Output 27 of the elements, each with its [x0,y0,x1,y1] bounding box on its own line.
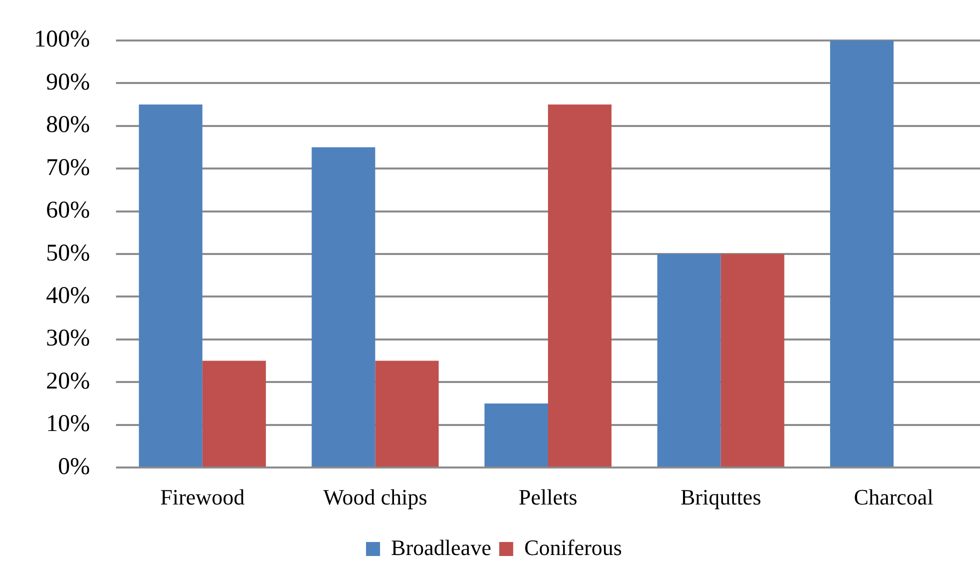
y-tick-label: 60% [46,198,90,224]
y-tick-label: 20% [46,368,90,394]
bar [484,404,548,467]
bar [375,360,439,467]
bar [720,254,784,467]
y-tick-label: 40% [46,283,90,310]
y-tick-label: 90% [46,69,90,96]
bar [657,254,721,467]
bar [830,40,894,467]
bar [138,104,202,467]
x-tick-label: Wood chips [323,484,428,510]
x-tick-label: Pellets [518,484,578,510]
legend-label: Broadleave [391,534,492,560]
y-tick-label: 50% [46,240,90,266]
legend-label: Coniferous [524,534,622,560]
x-tick-label: Briquttes [680,484,762,510]
bar [312,147,376,467]
y-tick-label: 100% [34,26,90,53]
y-tick-label: 80% [46,112,90,138]
x-tick-label: Firewood [160,484,245,510]
bar [548,104,612,467]
y-tick-label: 10% [46,411,90,438]
y-tick-label: 0% [58,454,90,480]
y-tick-label: 30% [46,326,90,352]
y-tick-label: 70% [46,154,90,181]
x-tick-label: Charcoal [854,484,934,510]
bar [202,360,266,467]
